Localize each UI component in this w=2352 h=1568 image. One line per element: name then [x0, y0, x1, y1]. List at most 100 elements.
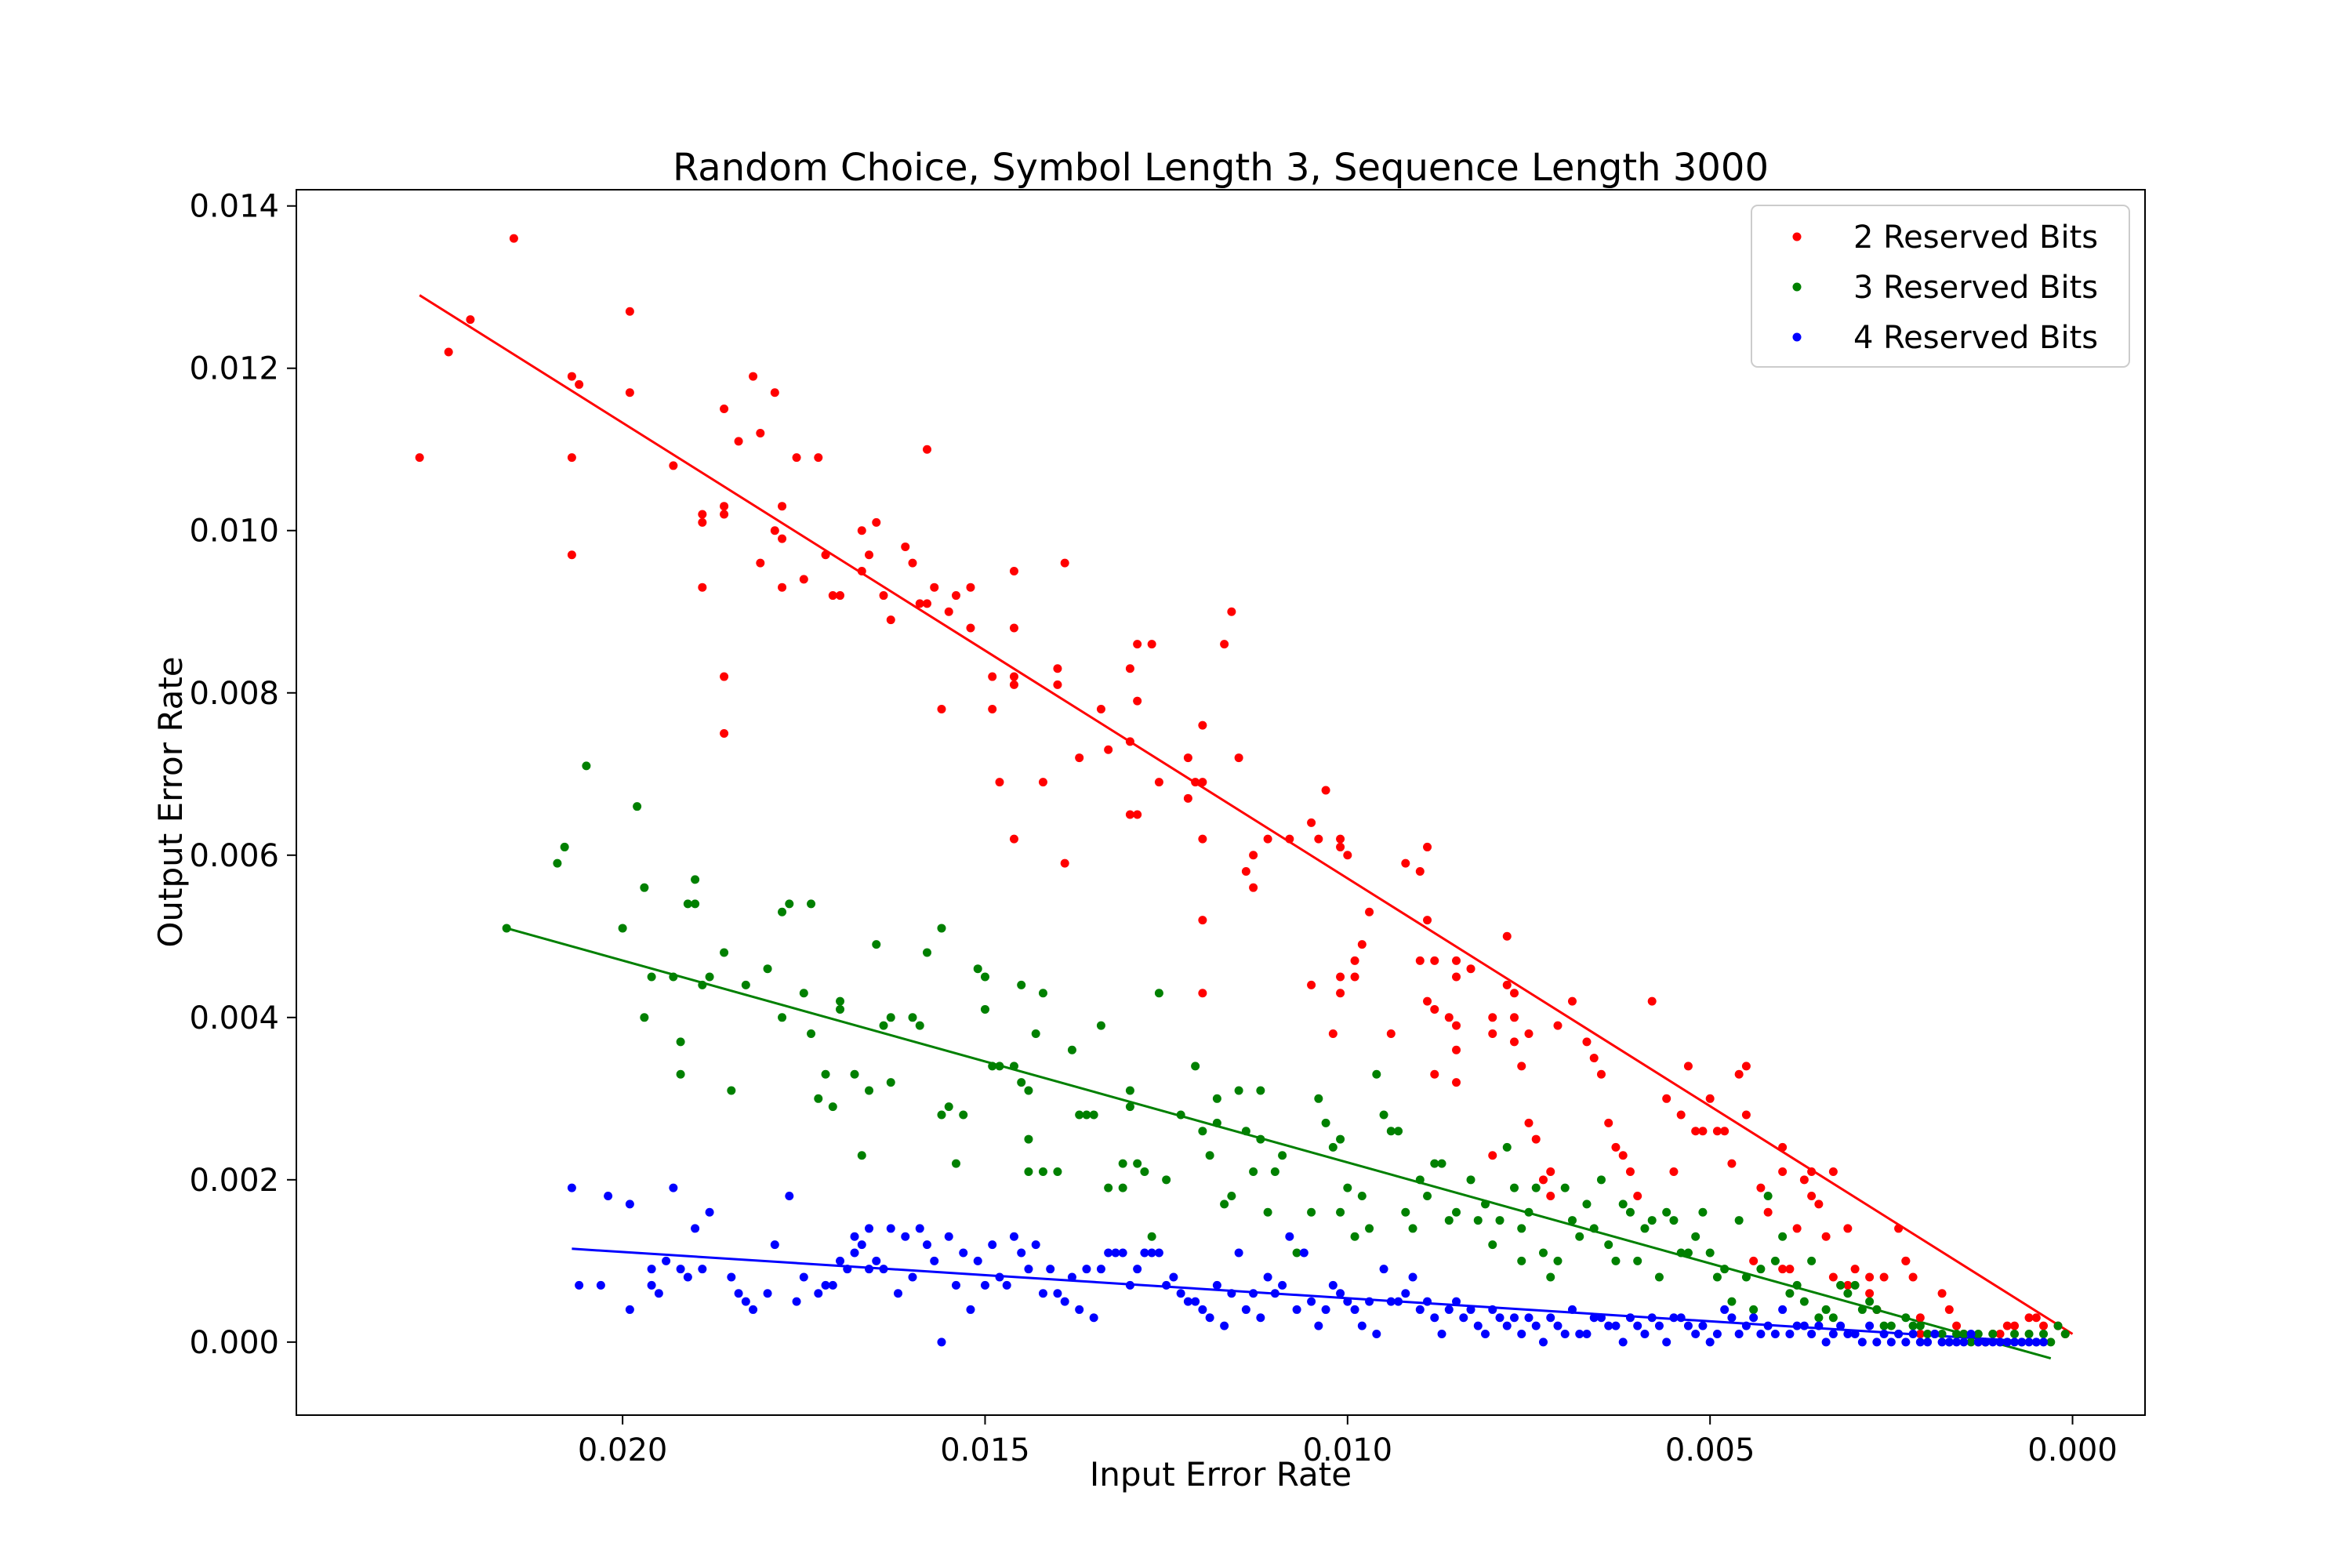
data-point	[1633, 1256, 1642, 1265]
data-point	[1314, 834, 1323, 844]
data-point	[1466, 1175, 1475, 1185]
data-point	[1582, 1037, 1592, 1047]
data-point	[778, 502, 787, 511]
data-point	[1278, 1151, 1287, 1160]
data-point	[1082, 1265, 1091, 1274]
data-point	[1183, 1297, 1192, 1306]
data-point	[807, 899, 816, 909]
data-point	[865, 1265, 874, 1274]
data-point	[1510, 1313, 1519, 1323]
data-point	[625, 1305, 634, 1314]
data-point	[1741, 1110, 1751, 1120]
legend: 2 Reserved Bits 3 Reserved Bits 4 Reserved…	[1751, 205, 2130, 368]
data-point	[647, 972, 656, 982]
data-point	[1546, 1272, 1555, 1282]
data-point	[901, 542, 910, 551]
data-point	[575, 1280, 584, 1290]
data-point	[1379, 1265, 1388, 1274]
data-point	[1292, 1248, 1301, 1258]
data-point	[618, 924, 627, 933]
chart-title: Random Choice, Symbol Length 3, Sequence…	[673, 146, 1769, 190]
data-point	[705, 1207, 714, 1217]
data-point	[1611, 1256, 1621, 1265]
data-point	[1009, 672, 1018, 681]
data-point	[1741, 1321, 1751, 1330]
legend-marker	[1792, 282, 1802, 292]
data-point	[1423, 996, 1432, 1006]
data-point	[1828, 1329, 1838, 1338]
data-point	[1046, 1265, 1055, 1274]
data-point	[778, 907, 787, 916]
data-point	[1611, 1321, 1621, 1330]
data-point	[1901, 1256, 1911, 1265]
data-point	[1843, 1224, 1853, 1233]
data-point	[1328, 1280, 1338, 1290]
data-point	[1799, 1175, 1809, 1185]
data-point	[2060, 1329, 2070, 1338]
data-point	[959, 1110, 968, 1120]
data-point	[1814, 1200, 1824, 1209]
data-point	[792, 453, 801, 463]
data-point	[1988, 1338, 1998, 1347]
data-point	[1763, 1192, 1773, 1201]
x-tick-label: 0.010	[1303, 1432, 1393, 1468]
data-point	[1198, 778, 1207, 787]
data-point	[1307, 1297, 1316, 1306]
data-point	[915, 1224, 924, 1233]
data-point	[980, 972, 989, 982]
data-point	[1075, 1305, 1084, 1314]
data-point	[1408, 1224, 1417, 1233]
data-point	[1234, 753, 1243, 763]
data-point	[865, 1224, 874, 1233]
data-point	[604, 1192, 613, 1201]
data-point	[1785, 1265, 1795, 1274]
data-point	[1807, 1256, 1817, 1265]
data-point	[466, 315, 475, 325]
data-point	[1017, 980, 1026, 989]
data-point	[596, 1280, 605, 1290]
data-point	[1879, 1329, 1889, 1338]
data-point	[1510, 1037, 1519, 1047]
y-tick-label: 0.008	[189, 676, 279, 712]
data-point	[995, 1272, 1004, 1282]
data-point	[1394, 1297, 1403, 1306]
data-point	[872, 517, 881, 527]
data-point	[415, 453, 424, 463]
data-point	[582, 761, 591, 771]
data-point	[1249, 1167, 1258, 1176]
data-point	[1357, 1321, 1367, 1330]
data-point	[567, 550, 576, 560]
data-point	[1908, 1329, 1918, 1338]
data-point	[850, 1248, 859, 1258]
data-point	[1749, 1305, 1759, 1314]
data-point	[1538, 1175, 1548, 1185]
data-point	[1198, 989, 1207, 998]
data-point	[944, 1232, 953, 1241]
data-point	[1437, 1329, 1446, 1338]
data-point	[1118, 1248, 1127, 1258]
data-point	[1778, 1305, 1788, 1314]
data-point	[770, 526, 779, 535]
data-point	[1966, 1338, 1976, 1347]
data-point	[1350, 1305, 1359, 1314]
data-point	[1618, 1338, 1628, 1347]
data-point	[1560, 1329, 1570, 1338]
data-point	[1698, 1321, 1708, 1330]
data-point	[1430, 956, 1439, 965]
data-point	[785, 1192, 794, 1201]
data-point	[698, 517, 707, 527]
data-point	[1517, 1256, 1526, 1265]
data-point	[669, 972, 678, 982]
data-point	[1118, 1183, 1127, 1192]
data-point	[662, 1256, 671, 1265]
data-point	[1104, 1183, 1113, 1192]
data-point	[1843, 1280, 1853, 1290]
data-point	[1654, 1321, 1664, 1330]
data-point	[1944, 1305, 1954, 1314]
data-point	[836, 996, 845, 1006]
data-point	[567, 372, 576, 381]
data-point	[1038, 778, 1047, 787]
data-point	[1481, 1329, 1490, 1338]
data-point	[1850, 1329, 1860, 1338]
data-point	[1336, 989, 1345, 998]
